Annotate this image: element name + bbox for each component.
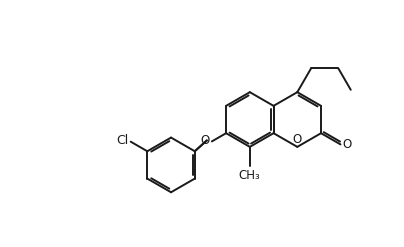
Text: O: O [201,134,210,147]
Text: CH₃: CH₃ [238,169,260,182]
Text: O: O [292,133,302,146]
Text: Cl: Cl [116,134,128,147]
Text: O: O [343,138,352,151]
